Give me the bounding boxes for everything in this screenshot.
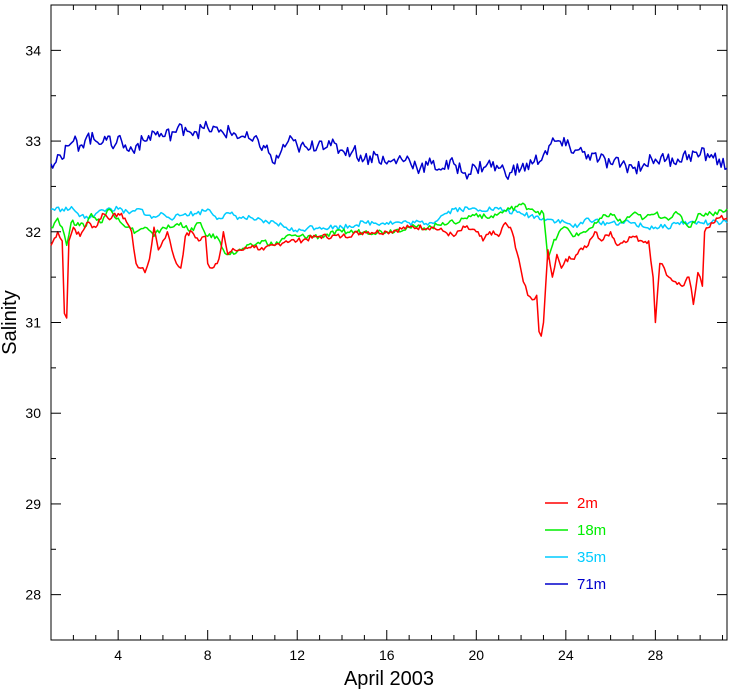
x-axis: 4 8 12 16 20 24 28 — [50, 5, 724, 663]
x-tick-label: 28 — [648, 647, 664, 663]
x-tick-label: 20 — [469, 647, 485, 663]
x-tick-label: 4 — [114, 647, 122, 663]
series-line-35m — [50, 205, 728, 233]
legend-label-18m: 18m — [577, 522, 606, 539]
legend-label-35m: 35m — [577, 549, 606, 566]
series-line-18m — [50, 202, 728, 260]
y-axis: 28 29 30 31 32 33 34 — [25, 4, 727, 641]
x-tick-label: 8 — [204, 647, 212, 663]
y-tick-label: 33 — [25, 133, 41, 149]
y-axis-title: Salinity — [0, 290, 21, 354]
plot-frame — [50, 4, 728, 641]
x-tick-label: 24 — [558, 647, 574, 663]
series-line-2m — [50, 212, 728, 337]
legend-label-71m: 71m — [577, 576, 606, 593]
x-axis-title: April 2003 — [344, 668, 434, 690]
series-layer — [50, 120, 728, 337]
y-tick-label: 31 — [25, 315, 41, 331]
y-tick-label: 30 — [25, 405, 41, 421]
y-tick-label: 29 — [25, 496, 41, 512]
x-tick-label: 16 — [379, 647, 395, 663]
legend: 2m 18m 35m 71m — [545, 495, 606, 593]
plot-border — [50, 4, 728, 641]
y-tick-label: 28 — [25, 587, 41, 603]
legend-label-2m: 2m — [577, 495, 598, 512]
y-tick-label: 32 — [25, 224, 41, 240]
series-line-71m — [50, 120, 728, 180]
y-tick-label: 34 — [25, 42, 41, 58]
x-tick-label: 12 — [289, 647, 305, 663]
